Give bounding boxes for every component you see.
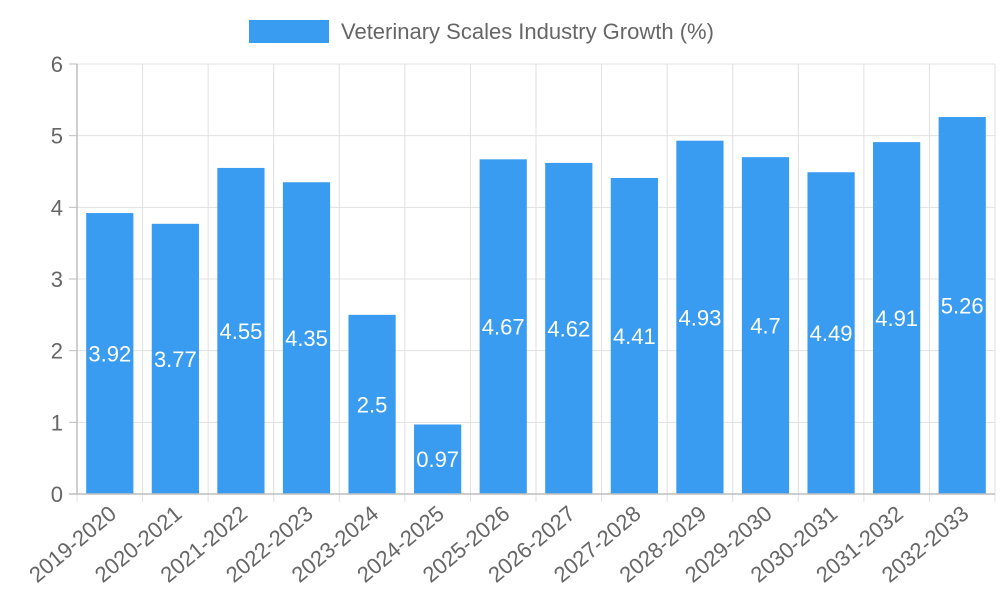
bar [545,162,593,494]
bars [86,117,986,495]
y-tick-label: 1 [51,410,63,435]
legend: Veterinary Scales Industry Growth (%) [249,19,714,44]
bar [741,157,790,494]
data-labels: 3.92 3.77 4.55 4.35 2.5 0.97 4.67 4.62 4.41 4.93 4… [88,294,983,473]
bar [807,172,855,494]
bar [151,223,199,495]
y-tick-label: 2 [51,339,63,364]
bar [217,167,265,494]
bar-value-label: 2.5 [357,392,388,417]
bar-value-label: 4.62 [547,316,590,341]
bar [938,117,986,495]
bar-value-label: 4.67 [482,315,525,340]
bar-value-label: 4.93 [679,305,722,330]
legend-swatch [249,20,329,43]
legend-label: Veterinary Scales Industry Growth (%) [341,19,714,44]
bar [479,159,527,495]
bar [86,213,134,495]
y-tick-label: 0 [51,482,63,507]
bar [676,140,724,494]
bar-value-label: 5.26 [941,294,984,319]
x-axis-ticks: 2019-20202020-20212021-20222022-20232023… [24,501,973,588]
bar-value-label: 3.77 [154,347,197,372]
bar-value-label: 3.92 [88,342,131,367]
bar-value-label: 4.49 [810,321,853,346]
bar-value-label: 4.55 [220,319,263,344]
y-axis-ticks: 0 1 2 3 4 5 6 [51,52,77,507]
y-tick-label: 5 [51,124,63,149]
bar-value-label: 0.97 [416,447,459,472]
bar-value-label: 4.41 [613,324,656,349]
bar-value-label: 4.7 [750,314,781,339]
y-tick-label: 3 [51,267,63,292]
bar [348,314,396,494]
bar-value-label: 4.91 [875,306,918,331]
bar [873,142,921,494]
y-tick-label: 4 [51,195,63,220]
bar-value-label: 4.35 [285,326,328,351]
bar [282,182,331,494]
bar [414,424,462,494]
gridlines [76,63,996,502]
bar [610,177,658,494]
y-tick-label: 6 [51,52,63,77]
